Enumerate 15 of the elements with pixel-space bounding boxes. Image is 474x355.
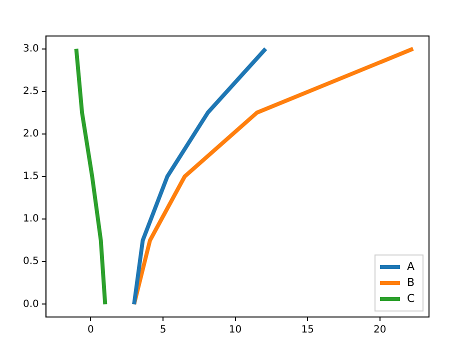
x-tick-label: 10 [228, 324, 242, 336]
y-tick-label: 2.0 [22, 128, 39, 140]
legend-label: C [407, 292, 415, 305]
y-tick-label: 3.0 [22, 43, 39, 54]
x-tick-label: 0 [88, 324, 94, 336]
x-tick-label: 5 [160, 324, 166, 336]
x-tick-label: 15 [301, 324, 314, 336]
y-tick-label: 1.5 [22, 171, 39, 182]
x-tick-label: 20 [373, 324, 386, 336]
legend-label: B [407, 276, 415, 289]
y-tick-label: 0.5 [22, 256, 39, 268]
y-tick-label: 1.0 [22, 214, 39, 225]
y-tick-label: 0.0 [22, 298, 39, 310]
legend-label: A [407, 260, 415, 273]
y-tick-label: 2.5 [22, 86, 39, 97]
